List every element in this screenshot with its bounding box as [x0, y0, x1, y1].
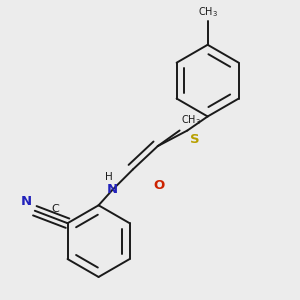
Text: CH$_3$: CH$_3$ — [198, 5, 218, 19]
Text: O: O — [154, 178, 165, 191]
Text: N: N — [107, 183, 118, 196]
Text: S: S — [190, 133, 200, 146]
Text: CH$_3$: CH$_3$ — [181, 114, 201, 128]
Text: H: H — [105, 172, 113, 182]
Text: C: C — [51, 204, 59, 214]
Text: N: N — [21, 195, 32, 208]
